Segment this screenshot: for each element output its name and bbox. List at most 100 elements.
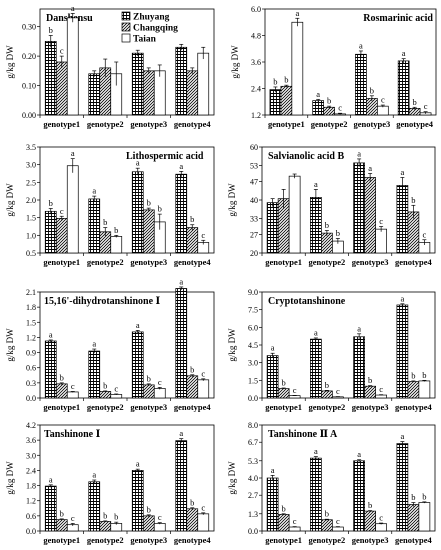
- bar-zhuyang: [396, 443, 409, 532]
- chart-panel-8: 0.0 1.3 2.7 4.0 5.3 6.7 8.0 g/kg DW Tanshinone Ⅱ…: [227, 421, 436, 545]
- significance-letter: a: [179, 161, 183, 171]
- y-tick-label: 2.4: [251, 85, 261, 94]
- significance-letter: b: [49, 25, 53, 35]
- significance-letter: b: [325, 380, 329, 390]
- significance-letter: c: [201, 502, 205, 512]
- y-tick-label: 0.5: [26, 249, 36, 258]
- y-tick-label: 53: [250, 162, 258, 171]
- y-tick-label: 4.2: [26, 421, 36, 430]
- chart-panel-5: 0.0 0.3 0.6 0.9 1.2 1.5 1.8 2.1 g/kg DW 15,16'-di…: [5, 276, 215, 412]
- bar-zhuyang: [175, 46, 188, 116]
- bar-changqing: [142, 70, 155, 116]
- significance-letter: b: [422, 491, 426, 501]
- significance-letter: a: [314, 179, 318, 189]
- bar-taian: [66, 17, 79, 116]
- significance-letter: a: [136, 459, 140, 469]
- bar-zhuyang: [266, 202, 279, 254]
- significance-letter: c: [60, 206, 64, 216]
- bar-zhuyang: [131, 171, 144, 254]
- y-tick-label: 6.0: [251, 5, 261, 14]
- chart-panel-1: 0.000.100.200.30g/kg DWDanshensugenotype…: [5, 3, 215, 129]
- bar-taian: [288, 526, 301, 532]
- bar-zhuyang: [310, 457, 322, 532]
- significance-letter: a: [136, 320, 140, 330]
- bar-changqing: [142, 515, 155, 532]
- category-label: genotype4: [174, 257, 212, 267]
- bar-zhuyang: [269, 89, 282, 116]
- significance-letter: a: [271, 465, 275, 475]
- legend-swatch-zhuyang: [121, 11, 131, 21]
- bar-zhuyang: [266, 355, 279, 399]
- category-label: genotype4: [174, 535, 212, 545]
- y-tick-label: 0.0: [26, 394, 36, 403]
- y-tick-label: 0.3: [26, 379, 36, 388]
- significance-letter: a: [357, 323, 361, 333]
- significance-letter: c: [379, 513, 383, 523]
- y-tick-label: 6.7: [248, 438, 258, 447]
- y-axis-label: g/kg DW: [227, 183, 237, 217]
- legend-label-taian: Taian: [133, 35, 157, 45]
- category-label: genotype4: [395, 535, 433, 545]
- bar-zhuyang: [396, 185, 409, 254]
- significance-letter: b: [325, 509, 329, 519]
- category-label: genotype1: [265, 257, 302, 267]
- bar-zhuyang: [44, 41, 57, 116]
- significance-letter: b: [60, 508, 64, 518]
- bar-taian: [110, 236, 123, 254]
- y-tick-label: 0.9: [26, 349, 36, 358]
- bar-changqing: [142, 209, 155, 254]
- significance-letter: b: [114, 512, 118, 522]
- bar-taian: [375, 228, 387, 254]
- chart-panel-6: 0.0 1.5 3.0 4.5 6.0 7.5 9.0 g/kg DW Cryptotanshi…: [227, 288, 436, 412]
- bar-changqing: [321, 232, 333, 254]
- bar-zhuyang: [44, 485, 57, 532]
- bar-zhuyang: [175, 288, 188, 399]
- significance-letter: a: [271, 343, 275, 353]
- y-tick-label: 2.0: [26, 196, 36, 205]
- significance-letter: b: [60, 372, 64, 382]
- bar-taian: [197, 513, 210, 532]
- bar-zhuyang: [88, 73, 101, 116]
- bar-taian: [153, 70, 166, 116]
- bar-taian: [418, 502, 431, 532]
- y-tick-label: 2.1: [26, 288, 36, 297]
- bar-taian: [418, 380, 431, 399]
- bar-changqing: [280, 85, 293, 116]
- bar-zhuyang: [88, 481, 101, 532]
- significance-letter: a: [71, 148, 75, 158]
- bar-changqing: [99, 521, 112, 532]
- y-axis-label: g/kg DW: [5, 328, 15, 362]
- bar-changqing: [321, 390, 333, 399]
- y-tick-label: 0.00: [22, 111, 36, 120]
- bar-changqing: [364, 385, 376, 399]
- bar-taian: [153, 523, 166, 532]
- y-axis-label: g/kg DW: [5, 183, 15, 217]
- significance-letter: a: [92, 186, 96, 196]
- y-tick-label: 2.5: [26, 178, 36, 187]
- category-label: genotype2: [311, 119, 348, 129]
- bar-changqing: [323, 106, 335, 116]
- category-label: genotype2: [87, 119, 124, 129]
- significance-letter: b: [368, 500, 372, 510]
- bar-changqing: [407, 504, 420, 532]
- significance-letter: b: [190, 214, 194, 224]
- significance-letter: b: [103, 217, 107, 227]
- y-axis-label: g/kg DW: [5, 461, 15, 495]
- category-label: genotype1: [43, 119, 80, 129]
- category-label: genotype4: [395, 402, 433, 412]
- significance-letter: c: [60, 46, 64, 56]
- category-label: genotype2: [87, 402, 124, 412]
- significance-letter: b: [422, 370, 426, 380]
- significance-letter: c: [381, 95, 385, 105]
- bar-zhuyang: [353, 460, 365, 532]
- significance-letter: a: [359, 40, 363, 50]
- bar-zhuyang: [312, 100, 324, 116]
- category-label: genotype4: [396, 119, 434, 129]
- legend-label-zhuyang: Zhuyang: [133, 13, 170, 23]
- y-tick-label: 0.6: [26, 512, 36, 521]
- y-tick-label: 33: [250, 215, 258, 224]
- significance-letter: a: [357, 449, 361, 459]
- y-tick-label: 0.0: [248, 394, 258, 403]
- bar-changqing: [364, 177, 376, 254]
